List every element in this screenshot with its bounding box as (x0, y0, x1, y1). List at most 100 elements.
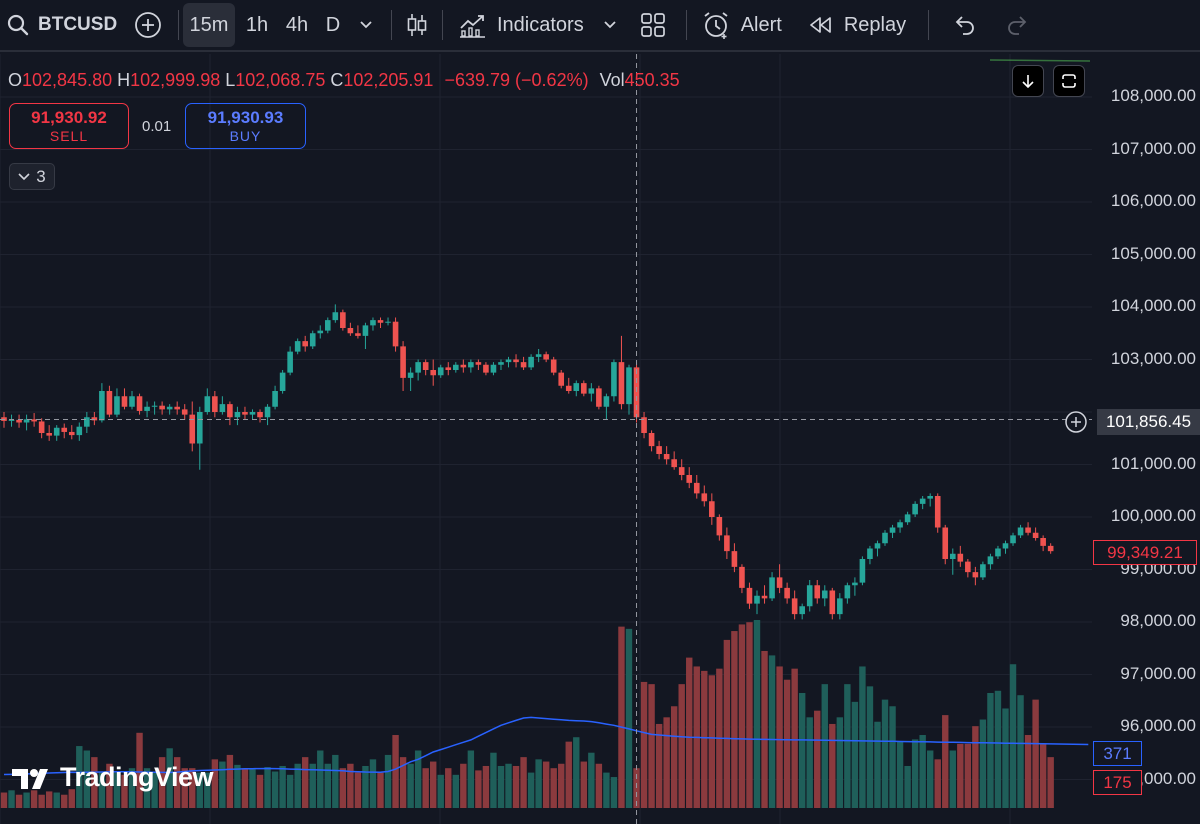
volume-bar (437, 774, 444, 808)
arrow-down-icon (1022, 75, 1034, 89)
reset-chart-button[interactable] (1053, 65, 1085, 97)
plus-circle-icon (135, 12, 161, 38)
candle-body (219, 404, 226, 412)
price-chart[interactable] (0, 54, 1200, 824)
undo-button[interactable] (939, 3, 991, 47)
candle-body (189, 414, 196, 444)
candle-body (927, 496, 933, 499)
volume-bar (994, 690, 1002, 808)
candle-body (234, 412, 241, 418)
rewind-icon (809, 17, 831, 33)
candle-body (558, 372, 565, 386)
volume-bar (1047, 757, 1054, 808)
volume-bar (618, 626, 625, 808)
volume-bar (460, 763, 467, 808)
timeframe-1h[interactable]: 1h (245, 13, 269, 36)
indicators-dropdown-button[interactable] (590, 3, 630, 47)
indicators-button[interactable]: Indicators (453, 3, 590, 47)
timeframe-15m[interactable]: 15m (183, 3, 235, 47)
close-label: C (330, 70, 344, 90)
candle-body (678, 467, 685, 475)
volume-bar (798, 692, 806, 808)
candle-body (995, 548, 1001, 557)
candle-body (340, 312, 346, 328)
volume-bar (317, 750, 324, 808)
indicators-count: 3 (36, 166, 46, 186)
timeframe-4h[interactable]: 4h (285, 13, 309, 36)
toolbar-divider (685, 10, 687, 40)
volume-bar (851, 701, 859, 808)
chevron-down-icon (18, 172, 30, 180)
volume-bar (791, 668, 798, 808)
replay-button[interactable]: Replay (786, 3, 918, 47)
candle-body (8, 419, 15, 421)
candle-body (309, 333, 316, 347)
sell-button[interactable]: 91,930.92 SELL (9, 103, 129, 149)
volume-label: 175 (1093, 770, 1142, 795)
candle-body (31, 419, 37, 422)
low-label: L (225, 70, 236, 90)
volume-bar (181, 768, 188, 808)
volume-bar (708, 675, 716, 808)
alert-button[interactable]: Alert (697, 3, 786, 47)
change-value: −639.79 (−0.62%) (444, 70, 589, 90)
candle-body (227, 404, 233, 418)
volume-bar (723, 639, 731, 808)
candle-body (513, 359, 519, 363)
candle-body (799, 606, 805, 615)
redo-button[interactable] (991, 3, 1043, 47)
price-axis-label: 96,000.00 (1120, 716, 1196, 735)
sell-label: SELL (49, 128, 89, 144)
volume-bar (384, 754, 392, 808)
buy-price: 91,930.93 (207, 108, 284, 127)
volume-bar (1009, 664, 1017, 808)
symbol-search-button[interactable]: BTCUSD (0, 3, 128, 47)
volume-bar (527, 772, 535, 808)
candle-body (543, 354, 549, 360)
volume-bar (535, 759, 542, 808)
volume-bar (542, 761, 550, 808)
candle-body (106, 391, 113, 415)
candle-body (844, 585, 851, 599)
buy-button[interactable]: 91,930.93 BUY (185, 103, 306, 149)
candle-body (1025, 527, 1031, 533)
candle-body (859, 559, 866, 583)
candle-body (196, 412, 203, 444)
refresh-icon (1062, 74, 1076, 88)
volume-bar (189, 768, 196, 808)
volume-bar (98, 772, 106, 808)
volume-bar (663, 717, 670, 808)
candle-body (603, 396, 610, 407)
volume-bar (422, 768, 429, 808)
candle-body (475, 362, 482, 365)
volume-bar (926, 750, 934, 808)
volume-bar (896, 741, 904, 808)
volume-bar (452, 774, 459, 808)
chart-type-button[interactable] (402, 3, 432, 47)
volume-bar (38, 794, 45, 808)
volume-bar (106, 763, 113, 808)
volume-bar (445, 768, 452, 808)
candle-body (38, 421, 45, 433)
volume-bar (173, 757, 181, 808)
volume-bar (151, 772, 158, 808)
timeframe-d[interactable]: D (325, 13, 341, 36)
candle-body (626, 367, 632, 405)
volume-bar (279, 765, 286, 808)
candle-body (596, 388, 602, 407)
volume-bar (256, 774, 264, 808)
volume-bar (821, 684, 828, 808)
scroll-to-latest-button[interactable] (1012, 65, 1044, 97)
candle-body (581, 383, 587, 394)
layouts-button[interactable] (630, 3, 676, 47)
candle-body (889, 527, 896, 533)
volume-bar (1032, 699, 1039, 808)
volume-legend-label: Vol (599, 70, 625, 90)
timeframe-dropdown-button[interactable] (351, 3, 381, 47)
compare-symbol-button[interactable] (128, 3, 168, 47)
indicators-collapse-button[interactable]: 3 (9, 163, 55, 190)
add-alert-button[interactable] (1064, 410, 1088, 434)
volume-bar (610, 777, 618, 808)
volume-bar (249, 769, 256, 808)
candle-body (671, 459, 677, 468)
